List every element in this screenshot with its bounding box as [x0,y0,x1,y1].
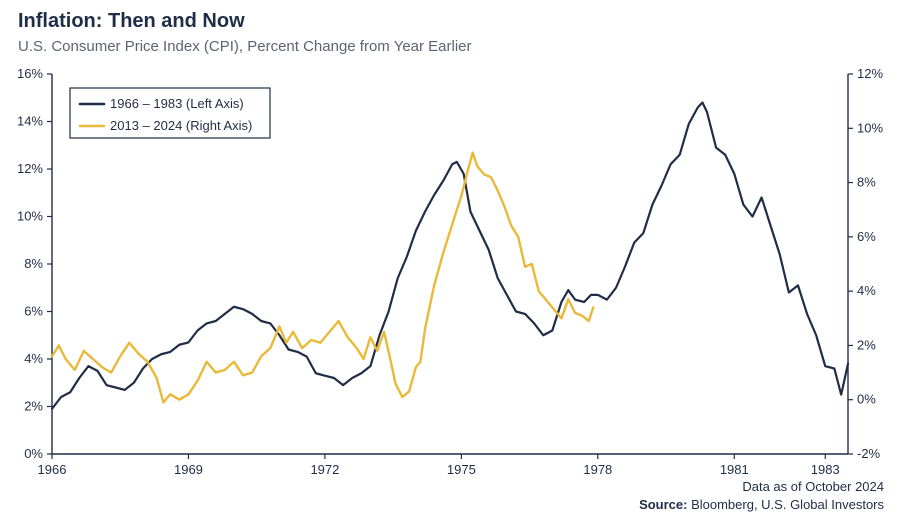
data-date-note: Data as of October 2024 [639,478,884,496]
y-right-tick-label: 12% [857,66,883,81]
chart-svg: 0% 2% 4% 6% 8% 10% 12% 14% 16% -2% 0% 2% 4% 6% 8% 10% 12… [0,0,900,522]
y-left-tick-label: 8% [24,256,43,271]
y-left-tick-label: 0% [24,446,43,461]
y-left-tick-label: 2% [24,399,43,414]
x-tick-label: 1972 [310,462,339,477]
y-right-tick-label: -2% [857,446,881,461]
source-label: Source: [639,497,687,512]
y-right-tick-label: 10% [857,120,883,135]
y-left-tick-label: 12% [17,161,43,176]
y-right-tick-label: 6% [857,229,876,244]
y-right-tick-label: 0% [857,392,876,407]
y-right-tick-label: 2% [857,337,876,352]
x-tick-label: 1978 [583,462,612,477]
series-line [52,103,848,409]
y-left-tick-label: 16% [17,66,43,81]
x-tick-label: 1975 [447,462,476,477]
y-left-tick-label: 4% [24,351,43,366]
y-left-tick-label: 14% [17,114,43,129]
source-value: Bloomberg, U.S. Global Investors [687,497,884,512]
x-tick-label: 1983 [811,462,840,477]
x-tick-label: 1966 [38,462,67,477]
x-tick-label: 1981 [720,462,749,477]
series-line [52,153,593,403]
y-left-tick-label: 6% [24,304,43,319]
x-tick-label: 1969 [174,462,203,477]
chart-footer: Data as of October 2024 Source: Bloomber… [639,478,884,514]
legend-label: 2013 – 2024 (Right Axis) [110,118,252,133]
source-line: Source: Bloomberg, U.S. Global Investors [639,496,884,514]
y-left-tick-label: 10% [17,209,43,224]
chart-container: { "title": "Inflation: Then and Now", "t… [0,0,900,522]
y-right-tick-label: 8% [857,175,876,190]
y-right-tick-label: 4% [857,283,876,298]
legend-label: 1966 – 1983 (Left Axis) [110,96,244,111]
